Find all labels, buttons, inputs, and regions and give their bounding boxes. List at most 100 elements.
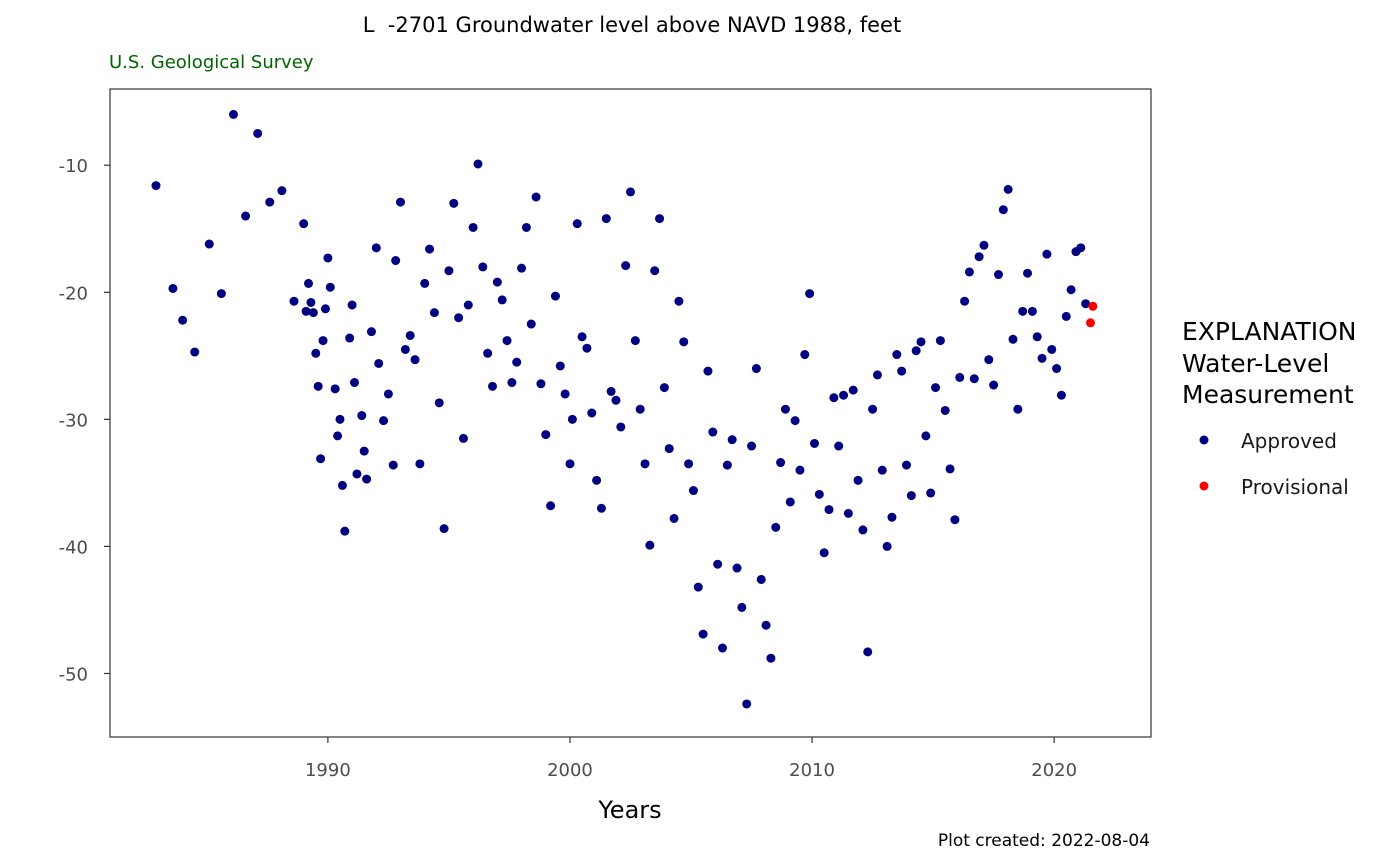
data-point-approved [253,128,263,138]
data-point-approved [241,211,251,221]
data-point-approved [526,319,536,329]
data-point-approved [892,350,902,360]
y-tick-label: -40 [59,537,88,558]
data-point-approved [887,512,897,522]
x-axis-title: Years [597,796,661,824]
data-point-approved [488,381,498,391]
data-point-approved [352,469,362,479]
data-point-approved [190,347,200,357]
data-point-approved [829,393,839,403]
legend-label-provisional: Provisional [1241,475,1349,499]
data-point-approved [512,357,522,367]
data-point-approved [560,389,570,399]
data-point-approved [497,295,507,305]
data-point-approved [316,454,326,464]
data-point-approved [555,361,565,371]
data-point-approved [1081,299,1091,309]
data-point-approved [362,474,372,484]
data-point-approved [521,222,531,232]
data-point-approved [396,197,406,207]
data-point-approved [434,398,444,408]
data-point-approved [313,381,323,391]
data-point-approved [945,464,955,474]
data-point-approved [805,289,815,299]
data-point-approved [325,282,335,292]
data-point-approved [776,458,786,468]
data-point-approved [669,513,679,523]
data-point-approved [391,256,401,266]
data-point-approved [616,422,626,432]
data-point-approved [1066,285,1076,295]
data-point-approved [911,346,921,356]
data-point-approved [178,315,188,325]
data-point-approved [1027,306,1037,316]
data-point-approved [289,296,299,306]
x-tick-label: 2020 [1031,760,1077,781]
data-point-approved [596,503,606,513]
data-point-approved [410,355,420,365]
data-point-approved [872,370,882,380]
data-point-approved [655,214,665,224]
data-point-approved [839,390,849,400]
data-point-approved [536,379,546,389]
data-point-approved [877,465,887,475]
data-point-approved [756,574,766,584]
data-point-approved [592,475,602,485]
data-point-approved [800,350,810,360]
data-point-approved [335,414,345,424]
data-point-approved [345,333,355,343]
data-point-approved [809,438,819,448]
data-point-approved [964,267,974,277]
data-point-approved [897,366,907,376]
legend-label-approved: Approved [1241,429,1337,453]
data-point-approved [151,181,161,191]
data-point-approved [444,266,454,276]
data-point-approved [216,289,226,299]
plot-area-frame [109,88,1152,738]
data-point-approved [168,283,178,293]
y-tick-label: -10 [59,156,88,177]
data-point-approved [814,489,824,499]
data-point-approved [379,416,389,426]
data-point-approved [1013,404,1023,414]
data-point-approved [228,109,238,119]
data-point-approved [906,491,916,501]
data-point-approved [863,647,873,657]
data-point-approved [265,197,275,207]
data-point-approved [935,336,945,346]
data-point-approved [926,488,936,498]
data-point-approved [340,526,350,536]
x-tick-label: 1990 [305,760,351,781]
y-tick-label: -50 [59,664,88,685]
data-point-approved [993,270,1003,280]
data-point-approved [698,629,708,639]
data-point-approved [1032,332,1042,342]
data-point-approved [679,337,689,347]
data-point-approved [318,336,328,346]
data-point-approved [306,297,316,307]
data-point-approved [979,240,989,250]
data-point-approved [674,296,684,306]
data-point-approved [388,460,398,470]
data-point-approved [473,159,483,169]
data-point-approved [761,620,771,630]
data-point-approved [449,198,459,208]
data-point-approved [989,380,999,390]
data-point-approved [916,337,926,347]
data-point-approved [1042,249,1052,259]
data-point-approved [420,278,430,288]
data-point-approved [684,459,694,469]
data-point-approved [940,405,950,415]
data-point-approved [771,522,781,532]
data-point-approved [400,344,410,354]
legend-key-approved [1199,435,1209,445]
data-point-approved [301,306,311,316]
data-point-approved [621,261,631,271]
data-point-approved [722,460,732,470]
data-point-approved [931,383,941,393]
data-point-approved [795,465,805,475]
data-point-approved [853,475,863,485]
data-point-approved [577,332,587,342]
data-point-approved [366,327,376,337]
data-point-approved [405,330,415,340]
